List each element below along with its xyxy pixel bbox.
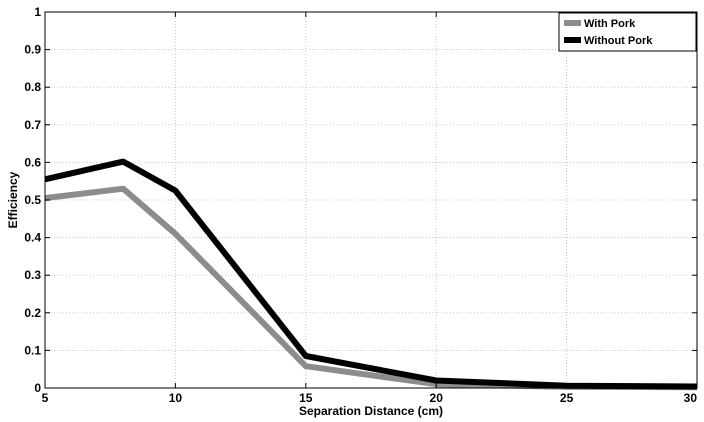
legend-label: With Pork [584, 18, 636, 30]
x-tick-label: 5 [42, 391, 49, 405]
y-tick-label: 0.9 [24, 43, 41, 57]
y-tick-label: 0.3 [24, 268, 41, 282]
x-tick-label: 25 [560, 391, 574, 405]
series-lines [44, 158, 698, 391]
y-tick-label: 0 [34, 381, 41, 395]
x-axis-label: Separation Distance (cm) [299, 404, 443, 418]
x-tick-label: 15 [299, 391, 313, 405]
y-tick-label: 0.5 [24, 193, 41, 207]
series-line-without-pork [44, 158, 698, 390]
series-line-with-pork [44, 185, 698, 391]
y-tick-label: 0.7 [24, 118, 41, 132]
y-axis-label: Efficiency [6, 171, 20, 228]
y-tick-label: 0.4 [24, 231, 41, 245]
legend: With Pork Without Pork [558, 12, 697, 52]
x-tick-label: 10 [169, 391, 183, 405]
y-tick-label: 0.2 [24, 306, 41, 320]
legend-box [558, 12, 697, 52]
y-tick-label: 1 [34, 5, 41, 19]
x-tick-label: 20 [430, 391, 444, 405]
grid [45, 12, 697, 388]
legend-label: Without Pork [584, 35, 653, 47]
y-tick-label: 0.8 [24, 80, 41, 94]
axis-ticks: 00.10.20.30.40.50.60.70.80.915 10 15 20 25 30 [24, 5, 698, 405]
y-tick-label: 0.6 [24, 155, 41, 169]
x-tick-label: 30 [684, 391, 698, 405]
y-tick-label: 0.1 [24, 343, 41, 357]
plot-frame [44, 11, 698, 389]
